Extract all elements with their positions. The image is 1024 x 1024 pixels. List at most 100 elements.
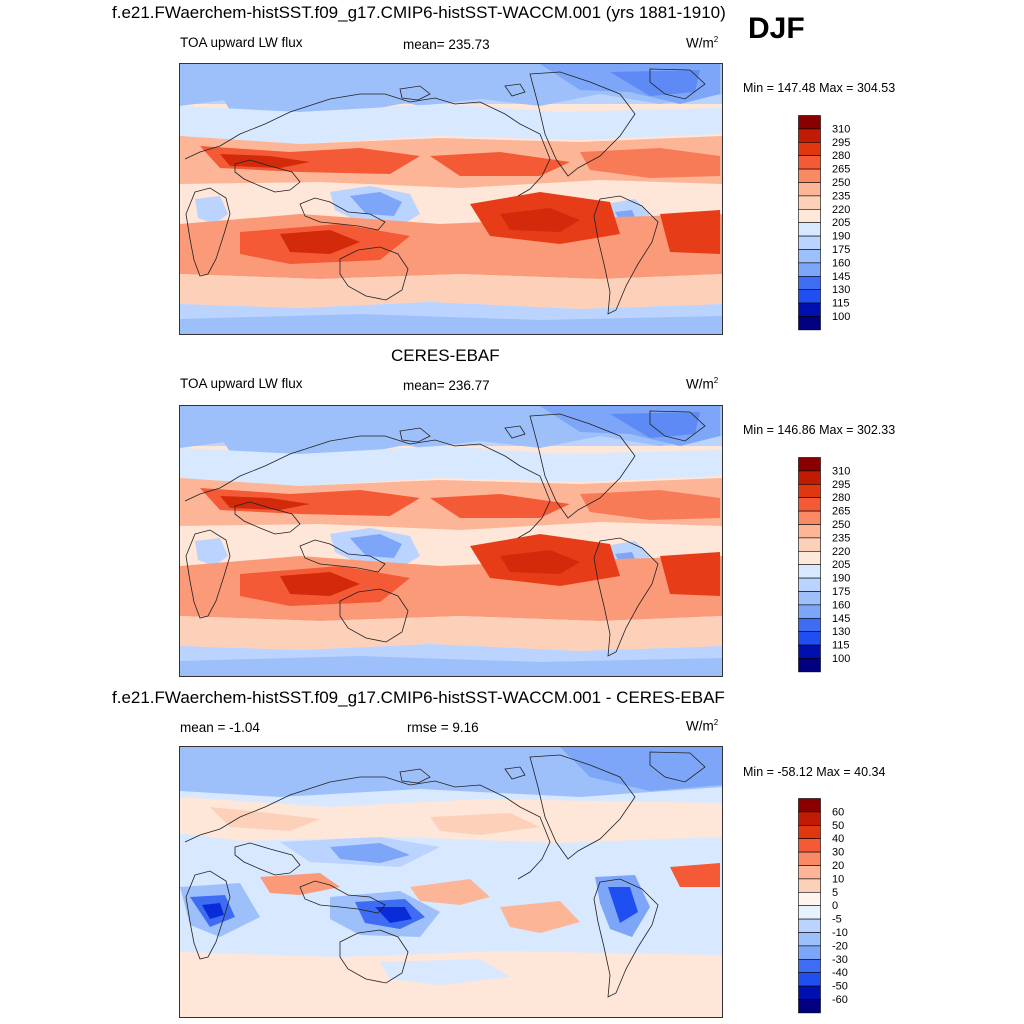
- colorbar-swatch: [798, 195, 821, 210]
- colorbar-tick-label: -30: [832, 954, 848, 966]
- colorbar-swatch: [798, 878, 821, 893]
- panel-3-colorbar: 60 50 40 30 20 10 5 0 -5 -10 -20 -30 -40 -50 -60: [798, 798, 858, 1014]
- colorbar-swatch: [798, 141, 821, 156]
- colorbar-tick-label: -40: [832, 967, 848, 979]
- colorbar-swatch: [798, 985, 821, 1000]
- colorbar-swatch: [798, 591, 821, 606]
- colorbar-swatch: [798, 918, 821, 933]
- colorbar-tick-label: 160: [832, 257, 850, 269]
- colorbar-tick-label: 235: [832, 532, 850, 544]
- panel-2-colorbar: 310 295 280 265 250 235 220 205 190 175 160 145 130 1…: [798, 457, 858, 673]
- colorbar-tick-label: 190: [832, 573, 850, 585]
- colorbar-swatch: [798, 932, 821, 947]
- colorbar-swatch: [798, 958, 821, 973]
- colorbar-swatch: [798, 865, 821, 880]
- colorbar-swatch: [798, 999, 821, 1014]
- colorbar-swatch: [798, 811, 821, 826]
- colorbar-swatch: [798, 972, 821, 987]
- colorbar-swatch: [798, 604, 821, 619]
- colorbar-swatch: [798, 182, 821, 197]
- colorbar-tick-label: 160: [832, 599, 850, 611]
- colorbar-swatch: [798, 235, 821, 250]
- panel-2-map: [179, 405, 723, 677]
- colorbar-tick-label: 280: [832, 150, 850, 162]
- colorbar-swatch: [798, 524, 821, 539]
- colorbar-tick-label: 115: [832, 640, 850, 652]
- panel-3-rmse-label: rmse = 9.16: [407, 720, 479, 735]
- colorbar-swatch: [798, 617, 821, 632]
- colorbar-tick-label: 30: [832, 847, 844, 859]
- colorbar-swatch: [798, 316, 821, 331]
- panel-3-mean-label: mean = -1.04: [180, 720, 260, 735]
- colorbar-tick-label: 175: [832, 586, 850, 598]
- colorbar-swatch: [798, 577, 821, 592]
- colorbar-tick-label: 220: [832, 204, 850, 216]
- colorbar-tick-label: 235: [832, 190, 850, 202]
- colorbar-swatch: [798, 891, 821, 906]
- colorbar-tick-label: 250: [832, 177, 850, 189]
- colorbar-tick-label: 205: [832, 217, 850, 229]
- panel-2-left-label: TOA upward LW flux: [180, 376, 303, 391]
- colorbar-tick-label: 0: [832, 900, 838, 912]
- colorbar-tick-label: 190: [832, 231, 850, 243]
- colorbar-tick-label: 100: [832, 311, 850, 323]
- colorbar-tick-label: 175: [832, 244, 850, 256]
- panel-1-map: [179, 63, 723, 335]
- colorbar-swatch: [798, 302, 821, 317]
- colorbar-tick-label: -5: [832, 914, 842, 926]
- colorbar-tick-label: 10: [832, 873, 844, 885]
- colorbar-tick-label: 5: [832, 887, 838, 899]
- colorbar-swatch: [798, 537, 821, 552]
- colorbar-tick-label: 130: [832, 626, 850, 638]
- panel-1-title: f.e21.FWaerchem-histSST.f09_g17.CMIP6-hi…: [112, 3, 726, 22]
- colorbar-tick-label: 20: [832, 860, 844, 872]
- colorbar-tick-label: -60: [832, 994, 848, 1006]
- colorbar-tick-label: 50: [832, 820, 844, 832]
- colorbar-tick-label: 130: [832, 284, 850, 296]
- colorbar-tick-label: 295: [832, 479, 850, 491]
- colorbar-swatch: [798, 798, 821, 813]
- colorbar-swatch: [798, 128, 821, 143]
- panel-3-title: f.e21.FWaerchem-histSST.f09_g17.CMIP6-hi…: [112, 688, 725, 707]
- colorbar-swatch: [798, 550, 821, 565]
- colorbar-tick-label: 205: [832, 559, 850, 571]
- panel-2-title: CERES-EBAF: [391, 346, 500, 365]
- colorbar-tick-label: 310: [832, 465, 850, 477]
- colorbar-tick-label: 220: [832, 546, 850, 558]
- panel-1-units-label: W/m2: [686, 35, 719, 51]
- colorbar-tick-label: 295: [832, 137, 850, 149]
- colorbar-swatch: [798, 262, 821, 277]
- colorbar-tick-label: 145: [832, 271, 850, 283]
- colorbar-swatch: [798, 497, 821, 512]
- panel-2-minmax: Min = 146.86 Max = 302.33: [743, 423, 896, 437]
- colorbar-swatch: [798, 168, 821, 183]
- colorbar-tick-label: 280: [832, 492, 850, 504]
- panel-2-units-label: W/m2: [686, 376, 719, 392]
- colorbar-swatch: [798, 631, 821, 646]
- season-label: DJF: [748, 12, 805, 45]
- panel-1-left-label: TOA upward LW flux: [180, 35, 303, 50]
- colorbar-swatch: [798, 838, 821, 853]
- colorbar-tick-label: 40: [832, 833, 844, 845]
- colorbar-tick-label: 250: [832, 519, 850, 531]
- colorbar-swatch: [798, 470, 821, 485]
- panel-3-minmax: Min = -58.12 Max = 40.34: [743, 765, 886, 779]
- panel-2-mean-label: mean= 236.77: [403, 378, 490, 393]
- colorbar-swatch: [798, 483, 821, 498]
- colorbar-swatch: [798, 222, 821, 237]
- colorbar-swatch: [798, 564, 821, 579]
- colorbar-tick-label: -50: [832, 981, 848, 993]
- colorbar-tick-label: 265: [832, 506, 850, 518]
- panel-1-colorbar: 310 295 280 265 250 235 220 205 190 175 160 145 130 1…: [798, 115, 858, 331]
- colorbar-tick-label: -20: [832, 940, 848, 952]
- colorbar-tick-label: 145: [832, 613, 850, 625]
- colorbar-swatch: [798, 945, 821, 960]
- colorbar-swatch: [798, 644, 821, 659]
- colorbar-tick-label: 310: [832, 123, 850, 135]
- panel-3-map: [179, 746, 723, 1018]
- colorbar-swatch: [798, 457, 821, 472]
- colorbar-swatch: [798, 249, 821, 264]
- panel-1-mean-label: mean= 235.73: [403, 37, 490, 52]
- colorbar-tick-label: 60: [832, 806, 844, 818]
- colorbar-swatch: [798, 905, 821, 920]
